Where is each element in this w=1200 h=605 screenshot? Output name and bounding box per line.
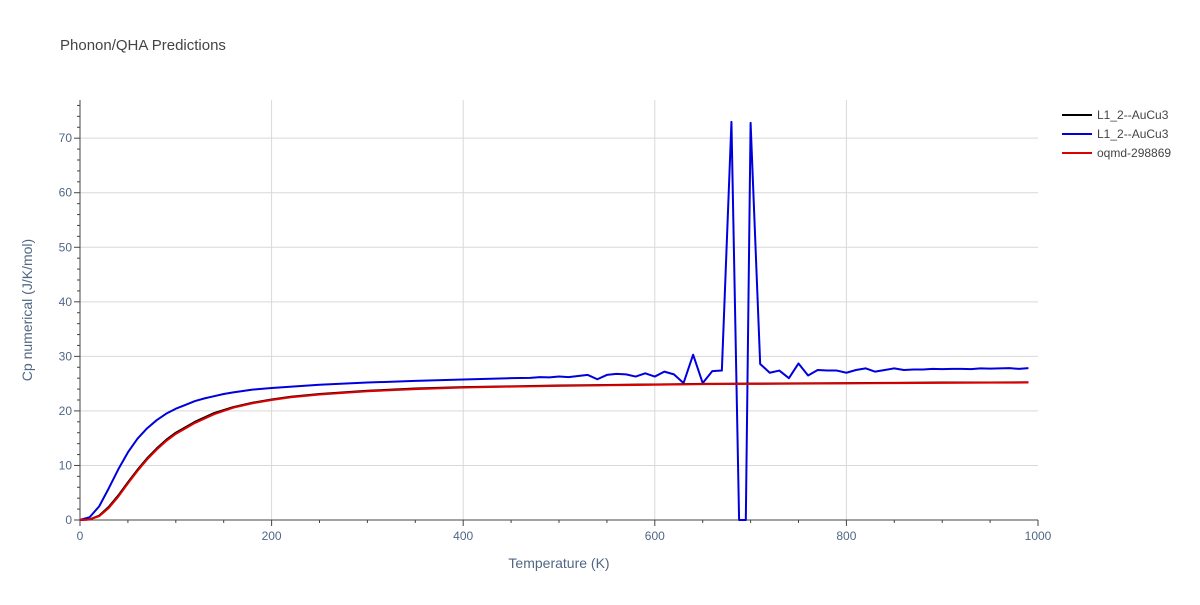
- series-line-0: [79, 381, 1029, 521]
- series-line-1: [79, 120, 1029, 521]
- y-axis-title: Cp numerical (J/K/mol): [19, 239, 35, 381]
- y-tick-label: 70: [59, 131, 73, 145]
- y-tick-label: 0: [65, 513, 72, 527]
- axes-layer: 0 10 20 30 40 50 60 70 0 200 400 600 800 1000: [59, 100, 1052, 543]
- x-tick-label: 200: [262, 529, 282, 543]
- legend-item-1[interactable]: L1_2--AuCu3: [1062, 127, 1169, 141]
- y-tick-label: 40: [59, 295, 73, 309]
- grid-layer: [80, 100, 1038, 520]
- legend[interactable]: L1_2--AuCu3 L1_2--AuCu3 oqmd-298869: [1062, 108, 1171, 160]
- x-tick-label: 800: [836, 529, 856, 543]
- x-tick-label: 400: [453, 529, 473, 543]
- x-tick-label: 0: [77, 529, 84, 543]
- series-layer: [79, 120, 1029, 521]
- y-tick-label: 50: [59, 240, 73, 254]
- legend-label: L1_2--AuCu3: [1097, 108, 1169, 122]
- series-line-2: [79, 381, 1029, 521]
- legend-item-2[interactable]: oqmd-298869: [1062, 146, 1171, 160]
- legend-item-0[interactable]: L1_2--AuCu3: [1062, 108, 1169, 122]
- y-tick-label: 20: [59, 404, 73, 418]
- x-tick-label: 600: [645, 529, 665, 543]
- legend-label: oqmd-298869: [1097, 146, 1171, 160]
- x-axis-title: Temperature (K): [508, 555, 609, 571]
- y-tick-label: 10: [59, 458, 73, 472]
- y-tick-label: 30: [59, 349, 73, 363]
- x-tick-label: 1000: [1025, 529, 1052, 543]
- chart-title: Phonon/QHA Predictions: [60, 37, 226, 54]
- y-tick-label: 60: [59, 186, 73, 200]
- legend-label: L1_2--AuCu3: [1097, 127, 1169, 141]
